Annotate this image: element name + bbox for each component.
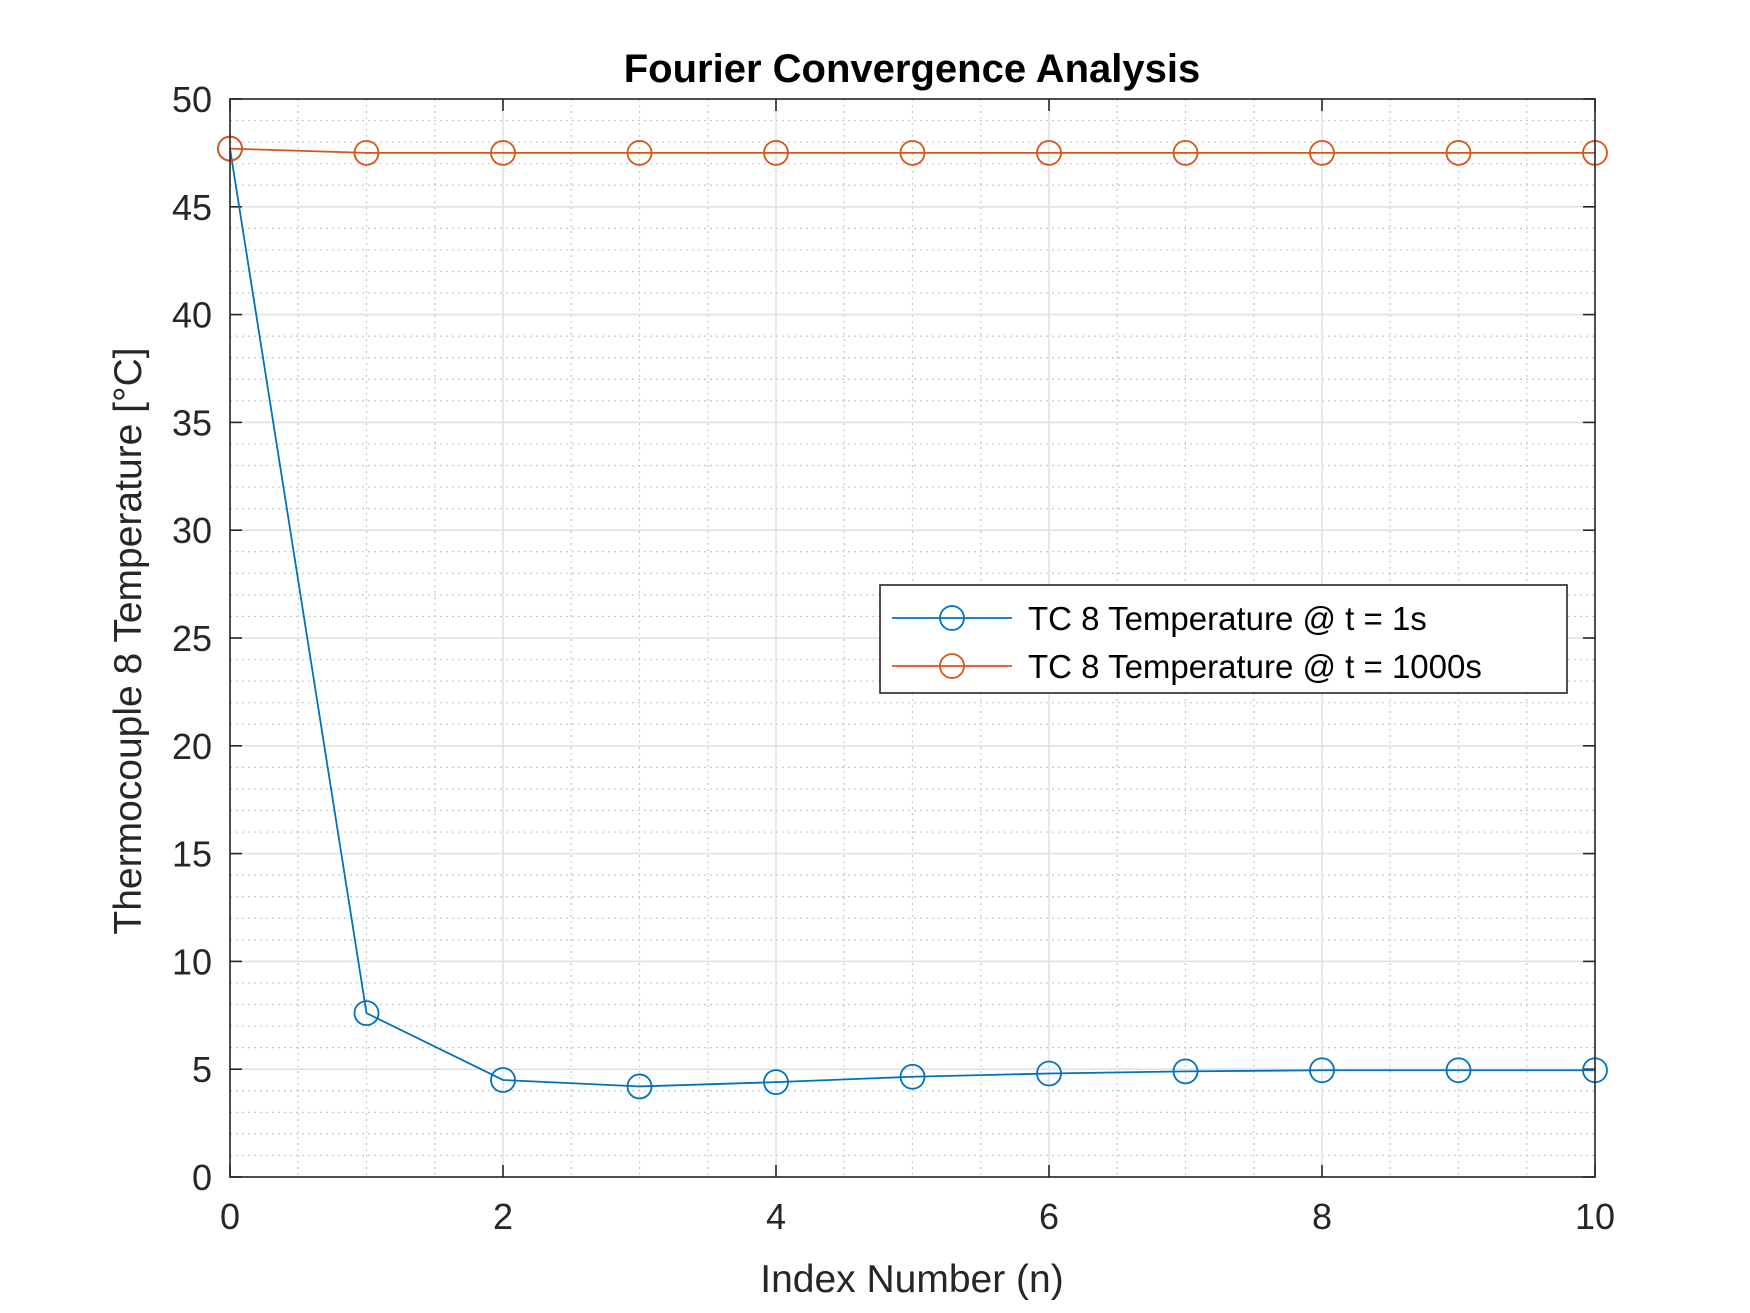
data-point [490, 139, 516, 166]
y-tick-label: 30 [172, 510, 212, 551]
series-line-2 [229, 147, 1595, 154]
data-point [1172, 139, 1199, 166]
data-point [1309, 1057, 1335, 1084]
data-point [1036, 139, 1062, 166]
legend-marker-series-1 [939, 605, 965, 631]
y-tick-label: 25 [172, 618, 212, 659]
y-tick-label: 5 [192, 1049, 212, 1090]
x-tick-labels: 0 2 4 6 8 10 [220, 1196, 1615, 1237]
y-tick-label: 35 [172, 402, 212, 443]
x-tick-label: 10 [1575, 1196, 1615, 1237]
x-axis-label: Index Number (n) [760, 1258, 1063, 1301]
legend: TC 8 Temperature @ t = 1s TC 8 Temperatu… [879, 584, 1568, 694]
y-tick-label: 15 [172, 834, 212, 875]
data-point [763, 1069, 789, 1096]
y-tick-label: 45 [172, 187, 212, 228]
series-line-1 [229, 148, 1595, 1088]
data-point [899, 1063, 926, 1090]
data-point [353, 139, 380, 166]
legend-marker-series-2 [939, 653, 965, 679]
data-point [763, 139, 789, 166]
legend-box [879, 584, 1568, 694]
y-tick-label: 40 [172, 295, 212, 336]
legend-item-series-1: TC 8 Temperature @ t = 1s [892, 600, 1427, 637]
y-tick-label: 20 [172, 726, 212, 767]
data-point [626, 139, 653, 166]
data-point [626, 1073, 653, 1100]
chart-title: Fourier Convergence Analysis [624, 47, 1200, 91]
legend-label-series-1: TC 8 Temperature @ t = 1s [1028, 600, 1427, 637]
data-point [899, 139, 926, 166]
data-point [1445, 139, 1472, 166]
legend-item-series-2: TC 8 Temperature @ t = 1000s [892, 648, 1482, 685]
data-point [1309, 139, 1335, 166]
x-tick-label: 0 [220, 1196, 240, 1237]
legend-label-series-2: TC 8 Temperature @ t = 1000s [1028, 648, 1482, 685]
data-point [1036, 1060, 1062, 1087]
y-tick-label: 10 [172, 941, 212, 982]
y-tick-labels: 0 5 10 15 20 25 30 35 40 45 50 [172, 79, 212, 1198]
data-point [353, 1000, 380, 1027]
x-tick-label: 4 [766, 1196, 786, 1237]
data-point [1172, 1058, 1199, 1085]
plot-frame [229, 98, 1596, 1178]
y-axis-label: Thermocouple 8 Temperature [°C] [107, 347, 150, 934]
y-tick-label: 0 [192, 1157, 212, 1198]
data-point [1445, 1057, 1472, 1084]
y-tick-label: 50 [172, 79, 212, 120]
x-tick-label: 6 [1039, 1196, 1059, 1237]
data-point [490, 1067, 516, 1093]
x-tick-label: 8 [1312, 1196, 1332, 1237]
x-tick-label: 2 [493, 1196, 513, 1237]
